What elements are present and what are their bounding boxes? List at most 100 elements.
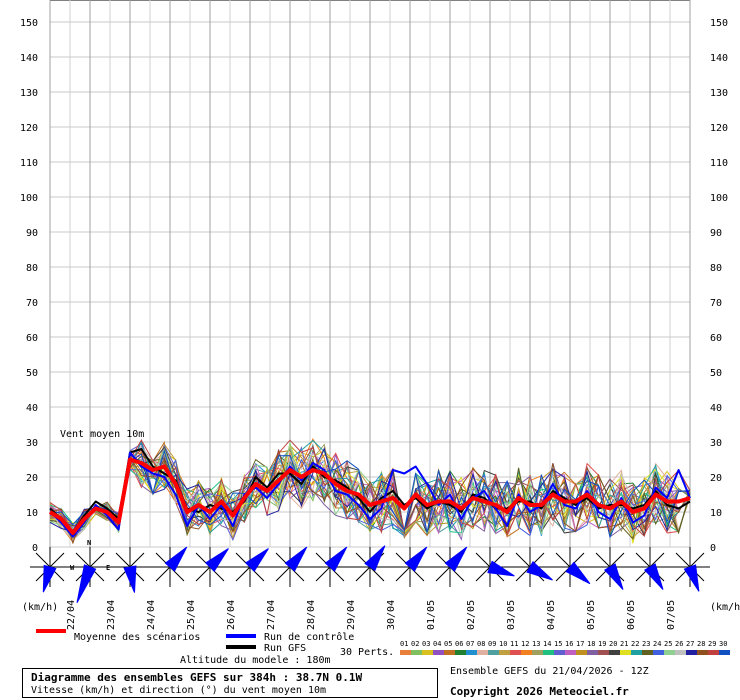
member-legend-label: 14 [543, 640, 551, 648]
x-date-label: 02/05 [466, 600, 477, 630]
copyright: Copyright 2026 Meteociel.fr [450, 685, 629, 698]
member-legend-swatch [488, 650, 499, 655]
wind-rose [310, 546, 350, 587]
member-legend-label: 16 [565, 640, 573, 648]
member-line-08 [49, 445, 691, 544]
wind-direction-petal [164, 546, 188, 572]
wind-direction-roses: N W E [30, 539, 710, 603]
member-legend-swatch [697, 650, 708, 655]
member-legend-label: 28 [697, 640, 705, 648]
member-legend-label: 04 [433, 640, 441, 648]
x-date-label: 28/04 [306, 600, 317, 630]
wind-rose [30, 547, 70, 593]
y-axis-left-labels: 0 10 20 30 40 50 60 70 80 90 100 110 120 130 140 150 [20, 18, 38, 554]
y-tick-right: 120 [710, 123, 728, 134]
member-legend-swatch [609, 650, 620, 655]
wind-rose [190, 547, 230, 587]
member-legend-swatch [653, 650, 664, 655]
y-tick-left: 20 [26, 473, 38, 484]
member-legend-swatch [499, 650, 510, 655]
legend-gfs-label: Run GFS [264, 643, 306, 654]
member-legend-label: 02 [411, 640, 419, 648]
x-date-label: 27/04 [266, 600, 277, 630]
y-tick-left: 50 [26, 368, 38, 379]
mean-series-line [48, 457, 691, 535]
x-date-label: 24/04 [146, 600, 157, 630]
member-legend-label: 07 [466, 640, 474, 648]
wind-direction-petal [604, 563, 624, 590]
wind-direction-petal [487, 560, 515, 577]
wind-rose [390, 546, 430, 587]
member-legend-swatch [620, 650, 631, 655]
member-legend-label: 22 [631, 640, 639, 648]
member-legend-label: 18 [587, 640, 595, 648]
y-tick-left: 100 [20, 193, 38, 204]
member-legend-swatch [422, 650, 433, 655]
wind-direction-petal [364, 545, 386, 572]
y-tick-left: 30 [26, 438, 38, 449]
y-tick-right: 130 [710, 88, 728, 99]
y-tick-right: 70 [710, 298, 722, 309]
annotation-vent-moyen: Vent moyen 10m [60, 429, 144, 440]
wind-direction-petal [324, 546, 348, 572]
wind-direction-petal [76, 564, 97, 603]
member-legend-label: 23 [642, 640, 650, 648]
y-tick-left: 140 [20, 53, 38, 64]
unit-left: (km/h) [22, 602, 58, 613]
member-legend-label: 17 [576, 640, 584, 648]
wind-direction-petal [205, 548, 229, 572]
compass-e: E [106, 564, 110, 572]
y-tick-left: 40 [26, 403, 38, 414]
y-tick-left: 110 [20, 158, 38, 169]
x-date-label: 04/05 [546, 600, 557, 630]
member-legend-swatch [686, 650, 697, 655]
wind-rose [230, 547, 270, 587]
member-legend-swatch [433, 650, 444, 655]
x-date-label: 22/04 [66, 600, 77, 630]
x-date-label: 07/05 [666, 600, 677, 630]
x-date-label: 30/04 [386, 600, 397, 630]
y-tick-right: 10 [710, 508, 722, 519]
wind-direction-petal [404, 546, 428, 572]
member-legend-swatch [411, 650, 422, 655]
info-title: Diagramme des ensembles GEFS sur 384h : … [31, 671, 363, 684]
y-tick-right: 30 [710, 438, 722, 449]
x-date-label: 23/04 [106, 600, 117, 630]
legend-control-label: Run de contrôle [264, 631, 354, 643]
member-legend-label: 25 [664, 640, 672, 648]
member-legend-label: 24 [653, 640, 661, 648]
y-tick-left: 90 [26, 228, 38, 239]
legend-mean-label: Moyenne des scénarios [74, 631, 200, 643]
wind-direction-petal [245, 548, 269, 572]
wind-direction-petal [644, 563, 664, 590]
info-subtitle: Vitesse (km/h) et direction (°) du vent … [31, 685, 327, 696]
wind-direction-petal [284, 546, 308, 572]
member-legend-swatch [631, 650, 642, 655]
member-legend-swatch [444, 650, 455, 655]
member-legend-swatch [466, 650, 477, 655]
y-tick-left: 0 [32, 543, 38, 554]
member-legend-label: 30 [719, 640, 727, 648]
member-legend-swatch [477, 650, 488, 655]
y-tick-left: 80 [26, 263, 38, 274]
y-tick-right: 140 [710, 53, 728, 64]
y-tick-right: 50 [710, 368, 722, 379]
wind-rose [150, 546, 190, 587]
x-date-label: 25/04 [186, 600, 197, 630]
member-legend-label: 21 [620, 640, 628, 648]
wind-direction-petal [683, 564, 700, 592]
member-line-30 [49, 449, 691, 539]
y-tick-right: 110 [710, 158, 728, 169]
member-legend-label: 05 [444, 640, 452, 648]
y-tick-left: 150 [20, 18, 38, 29]
wind-direction-petal [42, 564, 57, 593]
member-legend-swatch [543, 650, 554, 655]
member-legend-label: 20 [609, 640, 617, 648]
y-tick-left: 10 [26, 508, 38, 519]
y-tick-right: 20 [710, 473, 722, 484]
y-tick-right: 90 [710, 228, 722, 239]
member-legend-swatch [708, 650, 719, 655]
x-date-label: 26/04 [226, 600, 237, 630]
main-series-lines [48, 448, 691, 538]
